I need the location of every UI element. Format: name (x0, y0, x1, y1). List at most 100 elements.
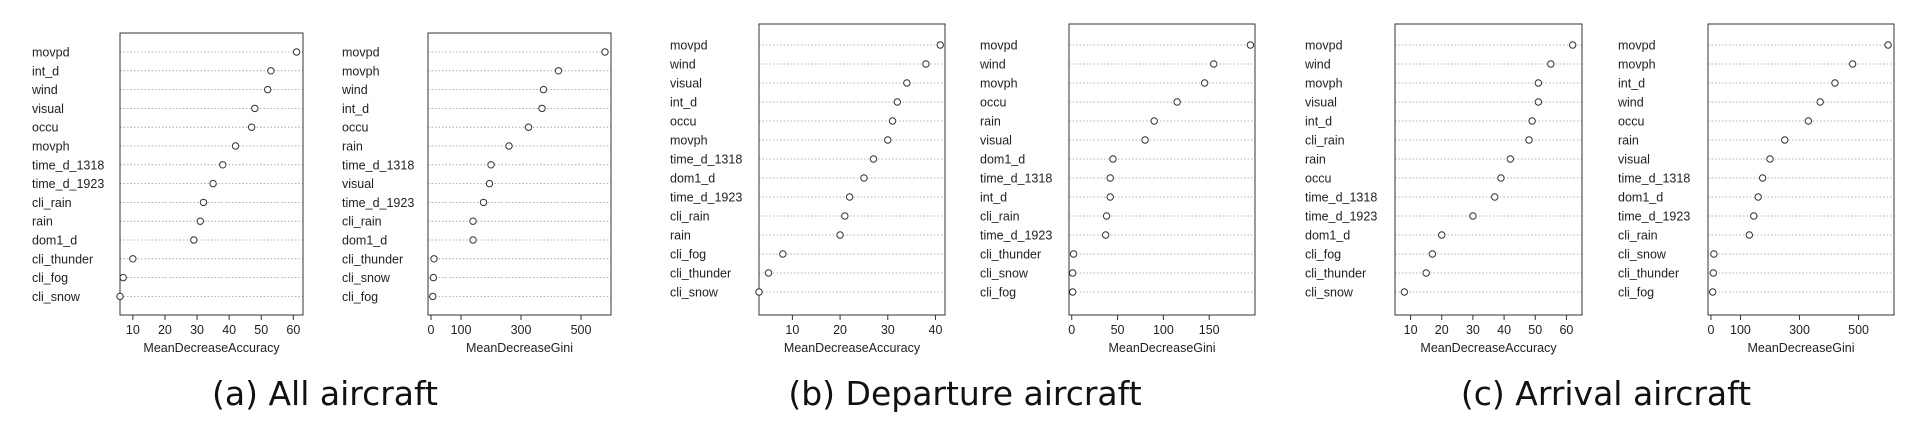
data-point (1150, 117, 1158, 125)
category-label: cli_rain (1305, 134, 1345, 148)
data-point (469, 236, 477, 244)
category-label: rain (342, 140, 363, 154)
category-label: cli_fog (1305, 248, 1341, 262)
data-point (836, 231, 844, 239)
data-point (1246, 41, 1255, 49)
x-tick-label: 100 (451, 323, 472, 337)
x-tick-label: 50 (254, 323, 268, 337)
data-point (1884, 41, 1892, 49)
category-label: cli_rain (980, 210, 1020, 224)
data-point (1102, 212, 1111, 220)
category-label: cli_rain (1618, 229, 1658, 243)
data-point (1766, 155, 1774, 163)
data-point (231, 142, 240, 150)
category-label: occu (342, 121, 368, 135)
category-label: cli_snow (980, 267, 1029, 281)
plot-frame (427, 32, 612, 316)
data-point (554, 67, 563, 75)
category-label: movpd (32, 46, 70, 60)
x-axis-label: MeanDecreaseGini (466, 341, 573, 355)
category-label: time_d_1318 (1305, 191, 1377, 205)
data-point (1816, 98, 1824, 106)
data-point (1804, 117, 1813, 125)
category-label: wind (1617, 96, 1644, 110)
data-point (1106, 174, 1114, 182)
x-tick-label: 0 (1707, 323, 1714, 337)
x-tick-label: 60 (286, 323, 300, 337)
category-label: time_d_1318 (980, 172, 1052, 186)
category-label: wind (31, 83, 58, 97)
data-point (1710, 250, 1718, 258)
category-label: time_d_1923 (1305, 210, 1377, 224)
x-tick-label: 40 (222, 323, 236, 337)
x-tick-label: 30 (190, 323, 204, 337)
x-axis-label: MeanDecreaseGini (1109, 341, 1216, 355)
category-label: cli_fog (980, 286, 1016, 300)
plot-frame (1068, 23, 1256, 316)
category-label: time_d_1923 (342, 196, 414, 210)
category-label: time_d_1318 (670, 153, 742, 167)
category-label: cli_thunder (1305, 267, 1366, 281)
data-point (1428, 250, 1437, 258)
category-label: occu (1618, 115, 1644, 129)
category-label: cli_snow (670, 286, 719, 300)
data-point (199, 198, 208, 207)
category-label: int_d (342, 102, 369, 116)
category-label: cli_fog (342, 290, 378, 304)
category-label: movpd (670, 39, 708, 53)
data-point (1709, 288, 1717, 296)
data-point (1173, 98, 1181, 106)
data-point (119, 273, 127, 282)
x-tick-label: 300 (1789, 323, 1810, 337)
category-label: rain (1305, 153, 1326, 167)
category-label: cli_thunder (1618, 267, 1679, 281)
category-label: dom1_d (1305, 229, 1350, 243)
data-point (1781, 136, 1789, 144)
category-label: occu (670, 115, 696, 129)
category-label: int_d (1618, 77, 1645, 91)
data-point (267, 67, 275, 75)
x-tick-label: 150 (1199, 323, 1220, 337)
data-point (539, 85, 548, 94)
category-label: wind (979, 58, 1006, 72)
x-tick-label: 20 (833, 323, 847, 337)
category-label: cli_thunder (342, 252, 403, 266)
category-label: cli_rain (32, 196, 72, 210)
data-point (1528, 117, 1536, 125)
x-tick-label: 50 (1111, 323, 1125, 337)
category-label: cli_snow (342, 271, 391, 285)
category-label: movph (32, 140, 70, 154)
category-label: cli_fog (670, 248, 706, 262)
category-label: movph (1618, 58, 1656, 72)
category-label: time_d_1923 (1618, 210, 1690, 224)
x-tick-label: 50 (1528, 323, 1542, 337)
data-point (903, 79, 911, 87)
category-label: dom1_d (980, 153, 1025, 167)
data-point (1848, 60, 1857, 68)
data-point (292, 48, 301, 56)
category-label: occu (1305, 172, 1331, 186)
data-point (538, 104, 546, 113)
category-label: movph (342, 64, 380, 78)
category-label: int_d (1305, 115, 1332, 129)
category-label: time_d_1318 (1618, 172, 1690, 186)
category-label: time_d_1923 (980, 229, 1052, 243)
x-tick-label: 10 (126, 323, 140, 337)
category-label: time_d_1923 (32, 177, 104, 191)
data-point (116, 292, 124, 301)
data-point (936, 41, 944, 49)
data-point (247, 123, 256, 131)
x-tick-label: 40 (1497, 323, 1511, 337)
data-point (469, 217, 477, 225)
data-point (196, 217, 204, 225)
category-label: movpd (980, 39, 1018, 53)
data-point (479, 198, 488, 207)
data-point (779, 250, 787, 258)
category-label: cli_rain (342, 215, 382, 229)
x-tick-label: 20 (158, 323, 172, 337)
category-label: time_d_1318 (342, 158, 414, 172)
